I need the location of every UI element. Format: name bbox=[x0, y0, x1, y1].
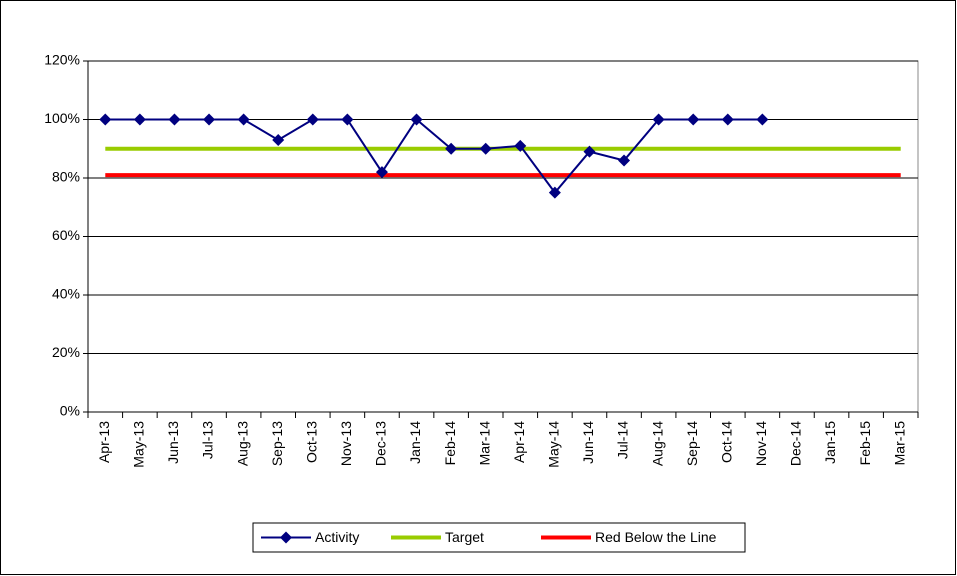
marker bbox=[341, 113, 354, 126]
marker bbox=[410, 113, 423, 126]
legend-marker bbox=[280, 531, 292, 544]
marker bbox=[272, 133, 285, 146]
x-tick-label: Dec-13 bbox=[373, 421, 389, 466]
legend-box bbox=[252, 522, 746, 553]
legend-label: Target bbox=[445, 529, 484, 545]
y-tick-label: 0% bbox=[60, 403, 80, 419]
x-tick-label: Apr-14 bbox=[511, 421, 527, 463]
x-tick-label: Jun-13 bbox=[165, 421, 181, 464]
x-tick-label: Nov-13 bbox=[338, 421, 354, 466]
x-tick-label: Oct-13 bbox=[303, 421, 319, 463]
x-tick-label: Dec-14 bbox=[788, 421, 804, 466]
marker bbox=[375, 166, 388, 179]
legend-label: Red Below the Line bbox=[595, 529, 717, 545]
marker bbox=[548, 186, 561, 199]
x-tick-label: Jul-14 bbox=[615, 421, 631, 459]
x-tick-label: Apr-13 bbox=[96, 421, 112, 463]
x-tick-label: May-14 bbox=[546, 421, 562, 468]
x-tick-label: Feb-14 bbox=[442, 421, 458, 466]
marker bbox=[721, 113, 734, 126]
y-tick-label: 80% bbox=[52, 169, 80, 185]
y-tick-label: 120% bbox=[44, 52, 80, 68]
y-tick-label: 40% bbox=[52, 286, 80, 302]
marker bbox=[203, 113, 216, 126]
x-tick-label: May-13 bbox=[131, 421, 147, 468]
x-tick-label: Aug-13 bbox=[234, 421, 250, 466]
x-tick-label: Feb-15 bbox=[857, 421, 873, 466]
marker bbox=[652, 113, 665, 126]
marker bbox=[618, 154, 631, 167]
legend-label: Activity bbox=[315, 529, 359, 545]
x-tick-label: Nov-14 bbox=[753, 421, 769, 466]
marker bbox=[306, 113, 319, 126]
marker bbox=[479, 142, 492, 155]
x-tick-label: Jan-14 bbox=[407, 421, 423, 464]
marker bbox=[133, 113, 146, 126]
x-tick-label: Jul-13 bbox=[200, 421, 216, 459]
x-tick-label: Jan-15 bbox=[822, 421, 838, 464]
marker bbox=[168, 113, 181, 126]
y-tick-label: 60% bbox=[52, 227, 80, 243]
x-tick-label: Mar-15 bbox=[891, 421, 907, 466]
x-tick-label: Jun-14 bbox=[580, 421, 596, 464]
marker bbox=[687, 113, 700, 126]
marker bbox=[583, 145, 596, 158]
x-tick-label: Sep-14 bbox=[684, 421, 700, 466]
x-tick-label: Aug-14 bbox=[649, 421, 665, 466]
marker bbox=[756, 113, 769, 126]
x-tick-label: Oct-14 bbox=[718, 421, 734, 463]
x-tick-label: Sep-13 bbox=[269, 421, 285, 466]
marker bbox=[514, 139, 527, 152]
y-tick-label: 100% bbox=[44, 110, 80, 126]
y-tick-label: 20% bbox=[52, 344, 80, 360]
marker bbox=[445, 142, 458, 155]
marker bbox=[237, 113, 250, 126]
marker bbox=[99, 113, 112, 126]
x-tick-label: Mar-14 bbox=[476, 421, 492, 466]
